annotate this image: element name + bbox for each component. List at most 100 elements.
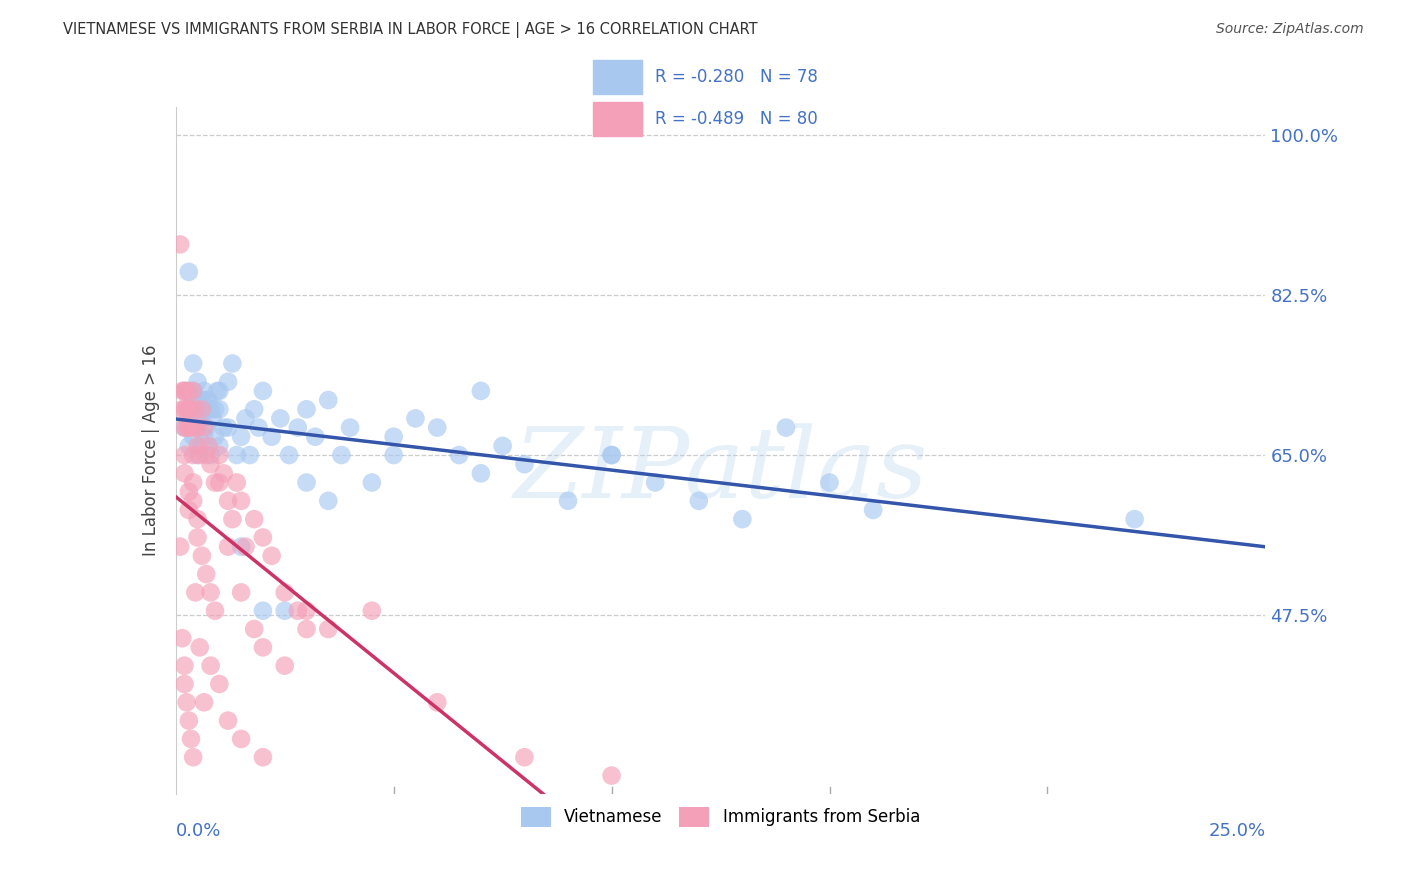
Point (775, 420, 797, 434)
Point (188, 402, 211, 417)
Point (176, 420, 198, 434)
Point (274, 585, 297, 599)
Point (278, 448, 301, 462)
Point (186, 531, 209, 545)
Point (513, 457, 536, 471)
Point (231, 493, 253, 508)
Point (252, 531, 274, 545)
Point (195, 567, 218, 582)
Point (177, 484, 200, 499)
Legend: Vietnamese, Immigrants from Serbia: Vietnamese, Immigrants from Serbia (515, 800, 927, 834)
Point (225, 448, 247, 462)
Point (295, 402, 318, 417)
Point (200, 457, 222, 471)
Point (221, 512, 243, 526)
Point (204, 402, 226, 417)
Point (177, 714, 200, 728)
Point (172, 402, 194, 417)
Point (600, 768, 623, 782)
Point (295, 604, 318, 618)
Point (231, 731, 253, 746)
Point (176, 695, 198, 709)
Point (200, 402, 222, 417)
Point (447, 448, 470, 462)
Y-axis label: In Labor Force | Age > 16: In Labor Force | Age > 16 (142, 344, 160, 557)
Text: ZIPatlas: ZIPatlas (513, 424, 928, 519)
Point (191, 393, 214, 408)
Point (318, 622, 340, 636)
Point (470, 467, 492, 481)
Point (181, 750, 204, 764)
Point (330, 448, 353, 462)
Point (181, 384, 204, 398)
Point (191, 402, 214, 417)
Point (260, 549, 283, 563)
Point (177, 402, 200, 417)
Point (181, 356, 204, 370)
Bar (593, 60, 643, 94)
Point (295, 475, 318, 490)
Point (191, 411, 214, 425)
Bar (593, 102, 643, 136)
Point (274, 604, 297, 618)
Point (201, 411, 224, 425)
Point (184, 402, 207, 417)
Point (177, 420, 200, 434)
Text: 25.0%: 25.0% (1208, 822, 1265, 840)
Point (195, 393, 218, 408)
Point (208, 677, 231, 691)
Text: Source: ZipAtlas.com: Source: ZipAtlas.com (1216, 22, 1364, 37)
Point (191, 439, 214, 453)
Point (177, 439, 200, 453)
Point (197, 393, 219, 408)
Point (193, 384, 215, 398)
Point (247, 420, 270, 434)
Point (287, 604, 309, 618)
Point (470, 384, 492, 398)
Point (217, 375, 239, 389)
Point (235, 540, 257, 554)
Point (197, 439, 219, 453)
Point (180, 420, 202, 434)
Point (180, 402, 202, 417)
Point (208, 439, 231, 453)
Point (688, 493, 710, 508)
Point (426, 420, 449, 434)
Point (243, 622, 266, 636)
Text: 0.0%: 0.0% (176, 822, 221, 840)
Point (173, 677, 195, 691)
Point (177, 503, 200, 517)
Point (181, 430, 204, 444)
Point (318, 393, 340, 408)
Point (221, 356, 243, 370)
Point (204, 604, 226, 618)
Point (180, 402, 202, 417)
Point (212, 420, 235, 434)
Point (180, 420, 202, 434)
Point (173, 658, 195, 673)
Point (186, 420, 209, 434)
Point (318, 493, 340, 508)
Point (252, 384, 274, 398)
Point (217, 540, 239, 554)
Point (173, 420, 195, 434)
Point (181, 384, 204, 398)
Point (339, 420, 361, 434)
Point (382, 448, 405, 462)
Point (188, 640, 211, 655)
Point (731, 512, 754, 526)
Point (176, 384, 198, 398)
Point (180, 731, 202, 746)
Point (205, 384, 228, 398)
Point (193, 420, 215, 434)
Point (304, 430, 326, 444)
Point (235, 411, 257, 425)
Point (186, 448, 209, 462)
Point (200, 448, 222, 462)
Point (212, 467, 235, 481)
Point (195, 448, 218, 462)
Point (557, 493, 579, 508)
Point (186, 375, 209, 389)
Point (225, 475, 247, 490)
Text: VIETNAMESE VS IMMIGRANTS FROM SERBIA IN LABOR FORCE | AGE > 16 CORRELATION CHART: VIETNAMESE VS IMMIGRANTS FROM SERBIA IN … (63, 22, 758, 38)
